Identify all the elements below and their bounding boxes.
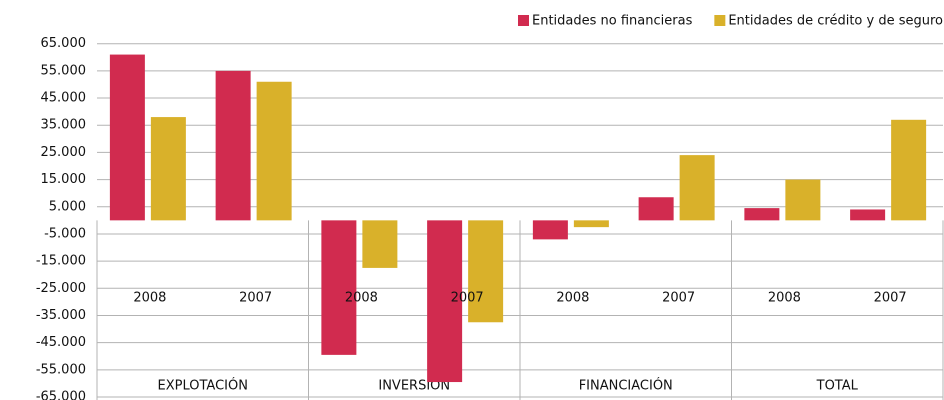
y-tick-label: -15.000 (36, 254, 86, 269)
bar (256, 81, 292, 221)
bar (785, 179, 821, 221)
x-tick-label: 2007 (239, 291, 272, 306)
x-tick-label: 2008 (133, 291, 166, 306)
bar (850, 209, 886, 221)
y-tick-label: -45.000 (36, 335, 86, 350)
legend-swatch (714, 15, 726, 26)
x-tick-label: 2008 (556, 291, 589, 306)
bar (150, 117, 186, 221)
bar (744, 208, 780, 221)
legend-label: Entidades de crédito y de seguro (728, 14, 943, 29)
bar (215, 70, 251, 221)
bar (573, 220, 609, 228)
y-tick-label: -65.000 (36, 390, 86, 400)
bar (468, 220, 504, 323)
y-tick-label: 55.000 (41, 63, 87, 78)
x-tick-label: 2007 (451, 291, 484, 306)
bar (638, 197, 674, 221)
x-tick-label: 2007 (662, 291, 695, 306)
y-tick-label: 35.000 (41, 118, 87, 133)
y-tick-label: 25.000 (41, 145, 87, 160)
bar (532, 220, 568, 240)
y-tick-label: -55.000 (36, 362, 86, 377)
legend-label: Entidades no financieras (532, 14, 693, 29)
y-tick-label: 65.000 (41, 36, 87, 51)
y-tick-label: -25.000 (36, 281, 86, 296)
group-label: EXPLOTACIÓN (158, 378, 248, 394)
y-tick-label: 15.000 (41, 172, 87, 187)
bar (362, 220, 398, 268)
bar (321, 220, 357, 355)
y-tick-label: 45.000 (41, 91, 87, 106)
x-tick-label: 2008 (345, 291, 378, 306)
y-tick-label: -35.000 (36, 308, 86, 323)
bar (109, 54, 145, 221)
bar (427, 220, 463, 383)
group-label: TOTAL (816, 379, 859, 394)
group-label: FINANCIACIÓN (579, 378, 673, 394)
bar (891, 119, 927, 221)
x-tick-label: 2007 (874, 291, 907, 306)
bar (679, 155, 715, 221)
legend-swatch (518, 15, 529, 26)
y-tick-label: -5.000 (44, 226, 86, 241)
y-tick-label: 5.000 (49, 199, 86, 214)
x-tick-label: 2008 (768, 291, 801, 306)
